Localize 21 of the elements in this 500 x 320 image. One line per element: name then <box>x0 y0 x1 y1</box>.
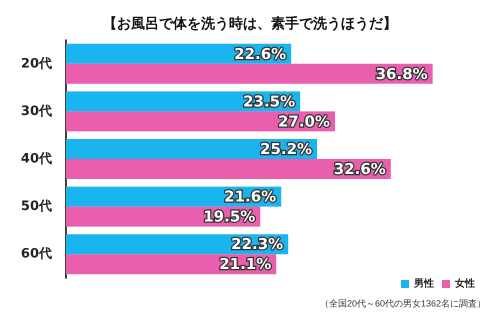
data-label: 21.6% <box>224 188 276 206</box>
y-tick-label: 60代 <box>20 246 52 262</box>
legend-label: 女性 <box>454 278 475 290</box>
data-label: 22.6% <box>234 44 286 63</box>
data-label: 36.8% <box>376 64 428 83</box>
data-label: 32.6% <box>334 160 386 178</box>
data-label: 25.2% <box>260 140 312 158</box>
bar <box>66 64 433 84</box>
y-tick-label: 40代 <box>20 152 52 166</box>
y-tick-label: 50代 <box>20 199 52 214</box>
legend-label: 男性 <box>413 278 434 290</box>
y-tick-label: 20代 <box>20 56 52 72</box>
chart-title: 【お風呂で体を洗う時は、素手で洗うほうだ】 <box>103 15 397 32</box>
bar <box>66 159 391 179</box>
text: （全国20代～60代の男女1362名に調査） <box>320 298 486 308</box>
data-label: 27.0% <box>278 112 330 130</box>
data-label: 19.5% <box>203 208 256 226</box>
data-label: 23.5% <box>243 92 296 110</box>
data-label: 21.1% <box>219 255 272 274</box>
y-tick-label: 30代 <box>20 104 52 119</box>
data-label: 22.3% <box>231 235 284 254</box>
